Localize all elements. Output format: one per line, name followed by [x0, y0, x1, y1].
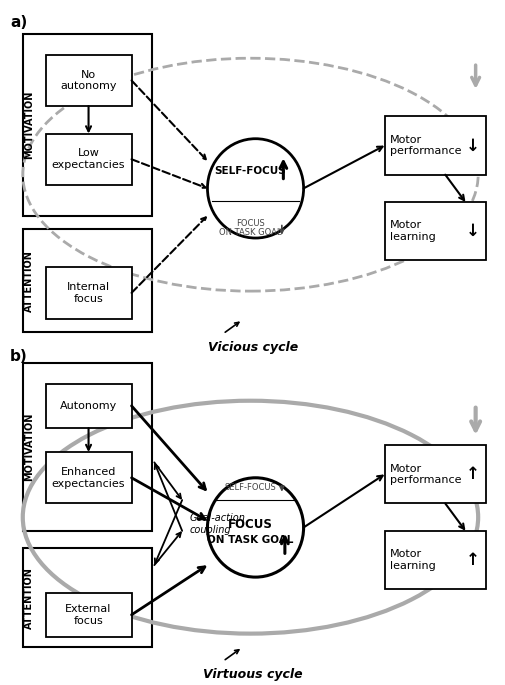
Text: FOCUS: FOCUS — [236, 219, 264, 229]
Text: SELF-FOCUS: SELF-FOCUS — [224, 483, 276, 493]
Text: Motor
performance: Motor performance — [389, 135, 460, 156]
Text: ↑: ↑ — [465, 551, 479, 569]
Text: ON TASK GOAL: ON TASK GOAL — [219, 228, 281, 238]
Bar — [23, 363, 152, 531]
Text: MOTIVATION: MOTIVATION — [24, 91, 34, 159]
Bar — [45, 55, 131, 106]
Bar — [45, 267, 131, 319]
Ellipse shape — [207, 138, 303, 238]
Text: ATTENTION: ATTENTION — [24, 250, 34, 312]
Text: Virtuous cycle: Virtuous cycle — [203, 669, 302, 681]
Bar — [23, 34, 152, 216]
Bar — [384, 445, 485, 503]
Bar — [384, 531, 485, 589]
Bar — [384, 202, 485, 260]
Text: Enhanced
expectancies: Enhanced expectancies — [52, 467, 125, 488]
Text: ATTENTION: ATTENTION — [24, 566, 34, 629]
Ellipse shape — [207, 478, 303, 577]
Text: ↑: ↑ — [465, 465, 479, 484]
Bar — [45, 134, 131, 185]
Text: Motor
learning: Motor learning — [389, 221, 434, 242]
Bar — [45, 452, 131, 503]
Text: No
autonomy: No autonomy — [60, 70, 117, 91]
Text: Goal-action
coupling: Goal-action coupling — [189, 513, 245, 535]
Text: Low
expectancies: Low expectancies — [52, 149, 125, 170]
Text: SELF-FOCUS: SELF-FOCUS — [214, 166, 286, 176]
Bar — [23, 548, 152, 647]
Text: Internal
focus: Internal focus — [67, 282, 110, 303]
Text: ↓: ↓ — [465, 222, 479, 240]
Text: a): a) — [10, 15, 27, 30]
Text: ↓: ↓ — [465, 136, 479, 155]
Text: b): b) — [10, 349, 28, 364]
Text: External
focus: External focus — [65, 604, 112, 625]
Bar — [384, 116, 485, 175]
Text: Motor
learning: Motor learning — [389, 549, 434, 571]
Bar — [45, 384, 131, 428]
Text: Autonomy: Autonomy — [60, 401, 117, 411]
Text: FOCUS: FOCUS — [228, 518, 272, 530]
Text: Motor
performance: Motor performance — [389, 464, 460, 485]
Text: ON TASK GOAL: ON TASK GOAL — [207, 535, 293, 545]
Bar — [45, 593, 131, 637]
Text: Vicious cycle: Vicious cycle — [208, 341, 297, 353]
Text: MOTIVATION: MOTIVATION — [24, 413, 34, 481]
Bar — [23, 229, 152, 332]
